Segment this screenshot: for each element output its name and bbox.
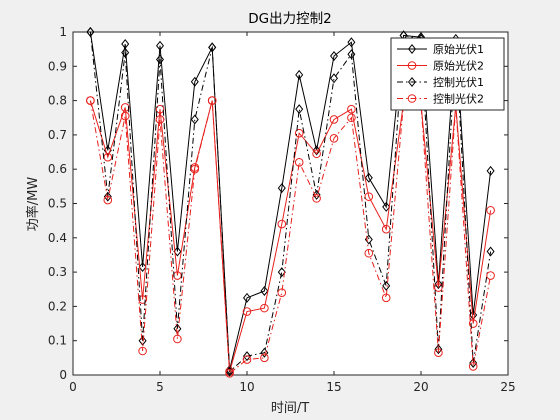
data-point [295, 104, 304, 115]
x-tick-label: 10 [239, 380, 254, 394]
y-tick-label: 0.9 [48, 59, 67, 73]
data-point [277, 288, 287, 297]
chart-title: DG出力控制2 [248, 11, 331, 27]
legend-label: 原始光伏1 [433, 42, 484, 56]
y-axis-label: 功率/MW [25, 177, 41, 232]
data-point [468, 319, 478, 328]
data-point [155, 104, 165, 114]
data-point [294, 128, 304, 138]
x-tick-label: 0 [69, 380, 77, 394]
data-point [434, 348, 443, 358]
data-point [225, 368, 234, 378]
axes: 0 5 10 15 20 25 0 0.1 0.2 0.3 0.4 0.5 0.6 0.7 0.8 0.9 1 [48, 25, 516, 394]
data-point [155, 54, 165, 65]
legend-item: 原始光伏2 [397, 59, 484, 73]
data-point [468, 362, 478, 371]
legend-label: 原始光伏2 [433, 59, 484, 73]
y-tick-label: 0.4 [48, 231, 67, 245]
data-point [208, 42, 217, 53]
y-tick-label: 0.5 [48, 197, 67, 211]
data-point [190, 114, 199, 125]
y-tick-label: 0.7 [48, 128, 67, 142]
series-line [89, 100, 492, 375]
data-point [277, 267, 286, 278]
y-tick-label: 0 [59, 368, 67, 382]
data-point [260, 353, 269, 363]
data-point [347, 113, 356, 123]
data-point [120, 111, 130, 121]
data-point [138, 261, 147, 272]
data-point [382, 201, 391, 212]
data-point [381, 293, 391, 303]
x-tick-label: 25 [500, 380, 515, 394]
data-point [121, 47, 130, 58]
data-point [312, 194, 321, 203]
data-point [382, 280, 391, 291]
data-point [138, 346, 147, 356]
legend-marker [407, 76, 417, 88]
data-point [364, 172, 373, 183]
data-point [329, 51, 339, 62]
data-point [242, 292, 252, 303]
data-point [242, 355, 252, 364]
data-point [103, 195, 113, 205]
data-point [260, 303, 269, 313]
data-point [486, 206, 495, 215]
y-tick-label: 0.2 [48, 299, 67, 313]
legend-label: 控制光伏1 [433, 75, 484, 89]
data-point [277, 183, 286, 194]
data-point [103, 191, 112, 202]
x-tick-label: 5 [156, 380, 164, 394]
x-tick-label: 15 [326, 380, 341, 394]
legend-item: 控制光伏1 [397, 75, 484, 89]
y-tick-label: 0.3 [48, 265, 67, 279]
data-point [347, 104, 356, 114]
data-point [347, 49, 356, 60]
data-point [155, 40, 165, 51]
data-point [329, 134, 339, 143]
data-point [364, 248, 374, 258]
data-point [277, 219, 287, 229]
data-point [329, 115, 339, 124]
data-point [242, 307, 252, 316]
data-point [364, 192, 374, 201]
legend-marker [407, 61, 417, 70]
data-point [207, 96, 217, 105]
legend-label: 控制光伏2 [433, 92, 484, 106]
data-point [486, 271, 495, 280]
data-point [469, 357, 478, 368]
series-line [89, 100, 492, 372]
data-point [242, 351, 252, 362]
legend-marker [407, 94, 417, 103]
data-point [86, 26, 95, 38]
data-point [173, 334, 182, 344]
data-point [190, 76, 199, 87]
data-point [155, 115, 165, 124]
data-point [295, 69, 304, 80]
x-axis-label: 时间/T [271, 401, 309, 416]
data-point [486, 246, 495, 257]
y-tick-label: 1 [59, 25, 67, 39]
data-point [434, 279, 443, 290]
data-point [260, 285, 269, 296]
data-point [434, 344, 443, 355]
data-point [434, 283, 443, 292]
legend-item: 原始光伏1 [397, 42, 484, 56]
data-point [312, 149, 321, 159]
data-point [329, 73, 339, 84]
y-tick-label: 0.8 [48, 94, 67, 108]
y-tick-label: 0.1 [48, 334, 67, 348]
data-point [190, 164, 200, 174]
data-point [486, 165, 495, 176]
y-tick-label: 0.6 [48, 162, 67, 176]
legend-marker [407, 43, 417, 55]
legend-item: 控制光伏2 [397, 92, 484, 106]
data-point [294, 158, 304, 167]
data-point [347, 37, 356, 48]
data-point [86, 96, 95, 105]
x-tick-label: 20 [413, 380, 428, 394]
legend: 原始光伏1 原始光伏2 控制光伏1 控制光伏2 [390, 37, 505, 111]
